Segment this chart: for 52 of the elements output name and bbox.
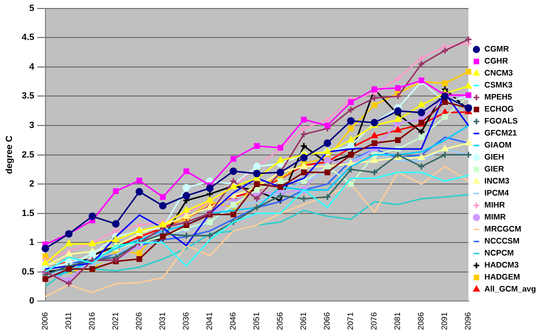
x-tick-label: 2081	[393, 312, 402, 330]
x-tick-label: 2021	[111, 312, 120, 330]
legend-label: CSMK3	[484, 80, 513, 90]
legend-label: MRCGCM	[484, 224, 522, 234]
legend-label: GIAOM	[484, 140, 512, 150]
x-tick-label: 2031	[158, 312, 168, 330]
x-tick-label: 2006	[40, 312, 50, 330]
y-tick-label: 1	[29, 237, 34, 248]
legend-label: GFCM21	[484, 128, 518, 138]
x-tick-label: 2046	[228, 312, 238, 330]
x-tick-label: 2051	[252, 312, 262, 330]
y-tick-label: 3	[29, 120, 34, 130]
legend-label: INCM3	[484, 176, 510, 186]
y-axis-title: degree C	[4, 135, 14, 174]
legend-label: CNCM3	[484, 68, 514, 78]
y-tick-label: 4	[29, 61, 34, 72]
x-tick-label: 2096	[464, 312, 473, 330]
legend-label: FGOALS	[484, 116, 518, 126]
y-tick-label: 0	[29, 296, 34, 306]
legend-label: MIMR	[484, 212, 506, 222]
legend-label: CGMR	[484, 44, 510, 54]
y-tick-label: 0.5	[22, 266, 34, 276]
x-tick-label: 2086	[416, 312, 426, 330]
legend-label: All_GCM_avg	[484, 284, 536, 294]
legend-label: HADGEM	[484, 272, 520, 282]
x-tick-label: 2066	[322, 312, 332, 330]
legend-label: IPCM4	[484, 188, 510, 198]
legend-label: NCPCM	[484, 248, 514, 258]
y-tick-label: 2	[29, 178, 34, 189]
x-tick-label: 2026	[134, 312, 144, 330]
x-tick-label: 2091	[440, 312, 450, 330]
x-tick-label: 2011	[64, 312, 74, 330]
y-tick-label: 5	[29, 2, 34, 13]
y-tick-label: 2.5	[22, 149, 34, 160]
legend-label: HADCM3	[484, 260, 520, 270]
legend-label: CGHR	[484, 56, 508, 66]
y-tick-label: 1.5	[22, 208, 34, 218]
x-tick-label: 2056	[276, 312, 285, 330]
legend-label: GIEH	[484, 152, 504, 162]
legend-label: NCCCSM	[484, 236, 520, 246]
x-tick-label: 2071	[346, 312, 356, 330]
y-tick-label: 4.5	[22, 32, 34, 42]
legend-label: ECHOG	[484, 104, 514, 114]
x-tick-label: 2061	[299, 312, 308, 330]
x-tick-label: 2041	[205, 312, 214, 330]
x-tick-label: 2016	[88, 312, 97, 330]
y-tick-label: 3.5	[22, 90, 34, 101]
x-tick-label: 2076	[370, 312, 379, 330]
legend-label: MPEH5	[484, 92, 513, 102]
x-tick-label: 2036	[182, 312, 191, 330]
legend-label: MIHR	[484, 200, 506, 210]
legend-label: GIER	[484, 164, 504, 174]
